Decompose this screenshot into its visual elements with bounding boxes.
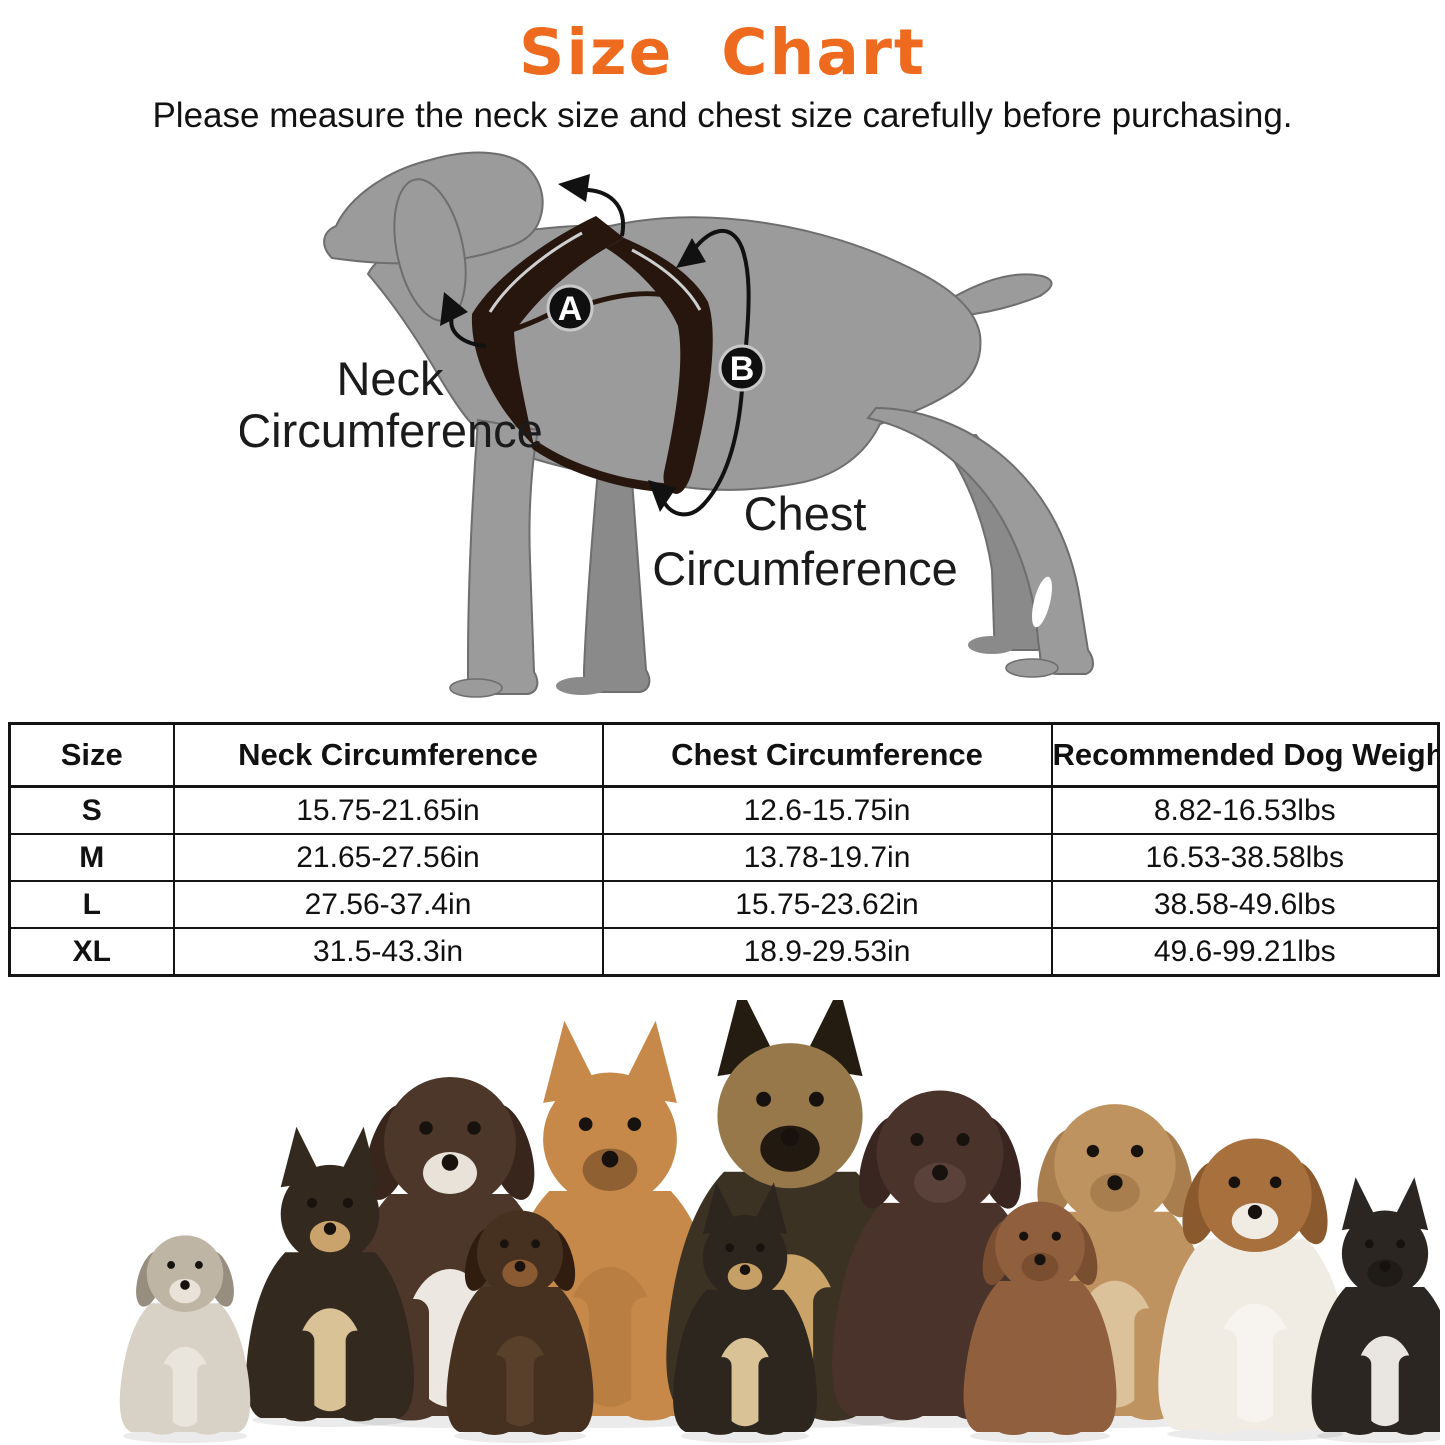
- neck-cell: 21.65-27.56in: [172, 833, 604, 882]
- neck-label-line2: Circumference: [240, 404, 543, 457]
- dog-front-leg: [467, 418, 540, 695]
- chest-label-line2: Circumference: [652, 542, 958, 595]
- dog-shih-tzu: [119, 1235, 251, 1435]
- rear-leg-gap: [1032, 576, 1052, 628]
- dog-tail: [950, 273, 1053, 318]
- dog-far-front-paw: [556, 677, 608, 695]
- marker-b-circle: [718, 344, 766, 392]
- marker-b-letter: B: [730, 350, 755, 388]
- marker-a-circle: [546, 284, 594, 332]
- size-cell: M: [8, 833, 175, 882]
- weight-cell: 8.82-16.53lbs: [1050, 785, 1440, 835]
- neck-cell: 15.75-21.65in: [172, 785, 604, 835]
- chest-arrow-bottom-arc: [662, 389, 744, 517]
- harness-thin-strap-left: [485, 312, 550, 341]
- chest-arrow-bottom-head: [648, 480, 676, 512]
- chest-arrow-top-arc: [686, 229, 751, 347]
- page-subtitle: Please measure the neck size and chest s…: [152, 96, 1293, 135]
- weight-cell: 38.58-49.6lbs: [1050, 880, 1440, 929]
- chest-cell: 15.75-23.62in: [601, 880, 1053, 929]
- size-cell: XL: [8, 927, 175, 977]
- neck-arrow-left-head: [440, 292, 468, 326]
- chest-cell: 13.78-19.7in: [601, 833, 1053, 882]
- dog-rear-paw: [1005, 658, 1059, 678]
- page-title: Size Chart: [518, 16, 927, 89]
- dog-measurement-diagram: A B Neck Circumference Chest Circumferen…: [240, 151, 1094, 698]
- table-row-xl: XL 31.5-43.3in 18.9-29.53in 49.6-99.21lb…: [8, 927, 1440, 977]
- header-neck: Neck Circumference: [172, 722, 604, 788]
- size-cell: L: [8, 880, 175, 929]
- dog-far-front-leg: [583, 468, 651, 693]
- header-chest: Chest Circumference: [601, 722, 1053, 788]
- table-header-row: Size Neck Circumference Chest Circumfere…: [8, 722, 1440, 788]
- dog-far-rear-paw: [968, 636, 1016, 654]
- dog-illustration: A B: [323, 151, 1094, 698]
- weight-cell: 49.6-99.21lbs: [1050, 927, 1440, 977]
- chest-arrow-top-head: [676, 238, 706, 268]
- dog-front-paw: [449, 678, 503, 698]
- table-row-m: M 21.65-27.56in 13.78-19.7in 16.53-38.58…: [8, 833, 1440, 882]
- chest-cell: 18.9-29.53in: [601, 927, 1053, 977]
- harness-thin-strap-right: [587, 291, 679, 307]
- harness-front-band: [471, 216, 624, 446]
- table-row-l: L 27.56-37.4in 15.75-23.62in 38.58-49.6l…: [8, 880, 1440, 929]
- neck-cell: 31.5-43.3in: [172, 927, 604, 977]
- header-weight: Recommended Dog Weight: [1050, 722, 1440, 788]
- chest-cell: 12.6-15.75in: [601, 785, 1053, 835]
- marker-a-letter: A: [558, 290, 583, 328]
- dogs-group-photo: [119, 1000, 1440, 1443]
- size-chart-table: Size Neck Circumference Chest Circumfere…: [8, 722, 1440, 977]
- weight-cell: 16.53-38.58lbs: [1050, 833, 1440, 882]
- neck-label-line1: Neck: [336, 352, 444, 405]
- size-cell: S: [8, 785, 175, 835]
- dog-rear-leg: [866, 406, 1094, 675]
- harness-piping-left: [488, 231, 583, 313]
- table-row-s: S 15.75-21.65in 12.6-15.75in 8.82-16.53l…: [8, 785, 1440, 835]
- harness-piping-right: [631, 248, 702, 311]
- neck-arrow-top-head: [558, 174, 590, 202]
- harness-girth-band: [606, 238, 713, 494]
- header-size: Size: [8, 722, 175, 788]
- neck-cell: 27.56-37.4in: [172, 880, 604, 929]
- chest-label-line1: Chest: [744, 487, 867, 540]
